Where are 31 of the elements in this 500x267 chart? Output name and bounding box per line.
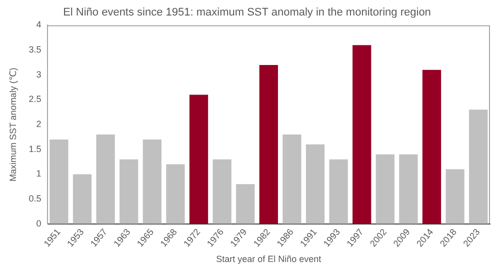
bar [50,139,68,224]
bar [236,184,255,224]
y-tick-label: 0 [36,218,42,228]
bar [469,110,488,224]
y-tick-label: 3.5 [28,44,42,55]
y-tick-label: 4 [36,20,42,30]
bar [72,174,92,224]
bar [399,154,418,224]
bar [306,144,325,224]
bar [422,70,442,224]
bar [282,134,302,224]
chart-title: El Niño events since 1951: maximum SST anomaly in the monitoring region [63,6,431,19]
bar [120,159,138,224]
y-tick-label: 1 [36,168,42,179]
y-tick-label: 0.5 [28,194,42,204]
bar [259,64,278,224]
y-axis-title: Maximum SST anomaly (℃) [8,68,18,182]
bar [446,169,464,224]
y-tick-label: 3 [36,69,42,80]
bar [142,139,162,224]
bar [96,134,115,224]
bar [376,154,394,224]
y-tick-label: 1.5 [28,144,42,154]
bar [166,164,185,224]
x-axis-title: Start year of El Niño event [216,254,322,264]
y-tick-label: 2.5 [28,94,42,104]
y-tick-label: 2 [36,119,42,130]
bar [189,94,208,224]
bar [212,159,232,224]
bar [352,45,372,224]
bar [329,159,348,224]
